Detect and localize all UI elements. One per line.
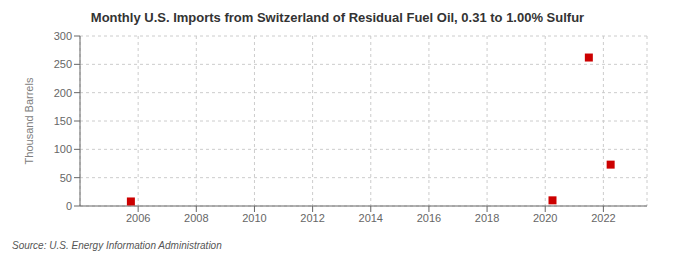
svg-text:Thousand Barrels: Thousand Barrels: [23, 77, 35, 164]
svg-text:2016: 2016: [417, 212, 441, 224]
svg-text:100: 100: [54, 143, 72, 155]
svg-text:0: 0: [66, 200, 72, 212]
svg-text:2012: 2012: [300, 212, 324, 224]
svg-text:2014: 2014: [359, 212, 383, 224]
svg-text:2010: 2010: [242, 212, 266, 224]
html-text:Monthly U.S. Imports from Swit: Monthly U.S. Imports from Switzerland of…: [90, 10, 585, 25]
svg-text:150: 150: [54, 115, 72, 127]
svg-text:300: 300: [54, 30, 72, 42]
svg-text:2020: 2020: [533, 212, 557, 224]
svg-text:2022: 2022: [591, 212, 615, 224]
svg-text:250: 250: [54, 58, 72, 70]
html-text:Source: U.S. Energy Informatio: Source: U.S. Energy Information Administ…: [12, 240, 222, 251]
svg-text:2008: 2008: [184, 212, 208, 224]
svg-text:2018: 2018: [475, 212, 499, 224]
svg-text:2006: 2006: [126, 212, 150, 224]
svg-text:200: 200: [54, 87, 72, 99]
svg-text:50: 50: [60, 172, 72, 184]
